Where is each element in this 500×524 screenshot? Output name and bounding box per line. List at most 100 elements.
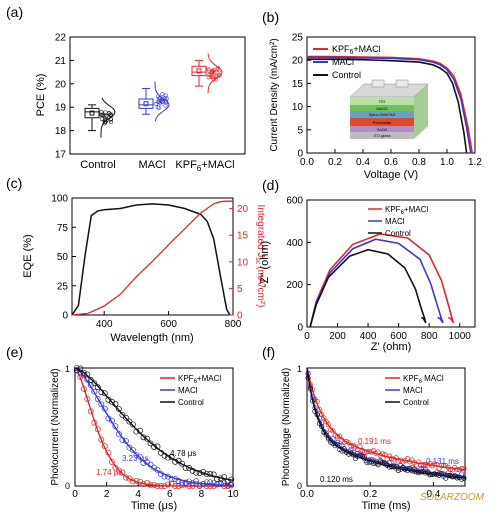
x-tick-label-b: 1.0	[440, 157, 454, 168]
legend-label-macl-f: MACl	[403, 386, 423, 395]
x-tick-label-b: 0.6	[384, 157, 398, 168]
data-point	[206, 75, 211, 80]
plot-frame-d	[306, 199, 476, 328]
x-tick-label-b: 0.0	[300, 157, 314, 168]
data-point	[156, 105, 162, 110]
x-axis-label-b: Voltage (V)	[364, 169, 418, 181]
decay-data-point	[193, 478, 200, 485]
decay-data-point	[330, 428, 336, 434]
y-tick-label-d: 400	[286, 238, 303, 249]
decay-data-point	[165, 481, 171, 488]
data-point	[211, 77, 216, 82]
device-stack-inset: ITO MoO3 Spiro-OMeTAD Perovskite SnO2 IT…	[349, 79, 429, 139]
x-axis-label-c: Wavelength (nm)	[110, 332, 193, 344]
decay-data-point	[221, 473, 228, 480]
decay-fit-line	[306, 367, 466, 471]
decay-data-point	[393, 463, 399, 469]
layer-label-ito: ITO	[379, 99, 386, 104]
data-point	[214, 77, 219, 82]
x-tick-label-e: 4	[135, 489, 141, 500]
y2-label-sub-c: sc	[254, 257, 261, 265]
legend-f: KPF6 MACl MACl Control	[385, 374, 444, 407]
y-tick-zero-f: 0	[297, 481, 302, 491]
x-tick-label-d: 800	[421, 331, 438, 342]
x-tick-label-e: 0	[72, 489, 78, 500]
legend-kpf-sub-b: 6	[350, 49, 354, 56]
legend-label-macl-e: MACl	[178, 386, 198, 395]
y2-tick-label-c: 0	[237, 311, 243, 322]
x-tick-label-b: 0.8	[412, 157, 426, 168]
decay-data-point	[129, 421, 136, 428]
y-tick-label-b: 25	[292, 33, 304, 44]
y-tick-label-a: 18	[55, 126, 67, 137]
decay-data-point	[84, 395, 91, 402]
x-axis-label-d: Z' (ohm)	[371, 341, 412, 353]
panel-label-e: (e)	[6, 344, 23, 360]
data-point	[209, 70, 214, 76]
category-label-kpf-rest-a: +MACl	[201, 159, 234, 171]
box	[84, 107, 100, 119]
jv-curve	[307, 56, 472, 154]
y-tick-label-b: 10	[292, 102, 304, 113]
y-axis-label-a: PCE (%)	[35, 74, 47, 117]
legend-label-macl-b: MACl	[332, 57, 354, 67]
decay-data-point	[91, 388, 98, 395]
decay-data-point	[115, 405, 122, 412]
category-label-macl: MACl	[139, 159, 166, 171]
decay-data-point	[461, 465, 467, 471]
chart-b: Current Density (mA/cm²) Voltage (V) 0.0…	[269, 33, 482, 182]
decay-data-point	[94, 384, 101, 391]
y-tick-label-b: 15	[292, 79, 304, 90]
data-point	[164, 96, 169, 101]
legend-e: KPF6+MACl MACl Control	[160, 374, 221, 407]
data-point	[101, 113, 106, 118]
data-point	[155, 94, 161, 99]
legend-kpf-d: KPF	[385, 205, 401, 214]
legend-kpf-e: KPF	[178, 374, 194, 383]
y2-tick-label-c: 15	[237, 231, 249, 242]
legend-kpf-sub-d: 6	[401, 210, 405, 216]
decay-fit-line	[74, 367, 234, 487]
y-tick-label-d: 200	[286, 280, 303, 291]
chart-a: PCE (%) 17 18 19 20 21 22 Control MACl KPF6+M…	[35, 33, 246, 173]
annotation-kpf-tau-f: 0.191 ms	[358, 437, 391, 446]
plot-frame-f	[306, 367, 466, 487]
x-tick-label-e: 2	[104, 489, 110, 500]
legend-label-macl-d: MACl	[385, 217, 405, 226]
y2-label-main-c: Integrated J	[255, 205, 266, 258]
legend-label-control-d: Control	[385, 229, 411, 238]
box-mean	[196, 68, 202, 74]
y2-tick-label-c: 5	[237, 284, 243, 295]
box	[138, 98, 154, 109]
y-axis-label-e: Photocurrent (Normalized)	[50, 368, 61, 485]
decay-data-point	[203, 479, 210, 486]
chart-c: EQE (%) Integrated Jsc(mA/cm²) Wavelengt…	[22, 194, 266, 345]
decay-data-point	[115, 431, 122, 438]
data-point	[163, 100, 168, 105]
data-point	[160, 92, 165, 97]
jv-curve	[307, 55, 473, 154]
panel-label-b: (b)	[262, 9, 279, 25]
category-label-kpf-sub-a: 6	[197, 164, 202, 173]
annotation-macl-tau-e: 3.23 μs	[122, 454, 148, 463]
eqe-curve	[71, 203, 231, 316]
x-tick-label-d: 0	[304, 331, 310, 342]
nyquist-curve	[309, 233, 455, 328]
y-tick-label-a: 19	[55, 103, 67, 114]
decay-data-point	[115, 467, 122, 474]
y2-label-unit-c: (mA/cm²)	[255, 266, 266, 307]
x-tick-label-e: 10	[227, 489, 239, 500]
layer-ito-glass	[350, 132, 414, 139]
data-point	[216, 73, 221, 78]
x-tick-label-f: 0.0	[300, 489, 314, 500]
x-tick-label-c: 400	[96, 319, 113, 330]
layer-perovskite	[350, 118, 414, 126]
electrode-left	[371, 79, 385, 88]
legend-label-control-b: Control	[332, 70, 361, 80]
layer-label-moo3: MoO3	[377, 106, 389, 111]
nyquist-curve	[309, 248, 427, 328]
decay-data-point	[217, 481, 224, 488]
x-tick-label-d: 400	[360, 331, 377, 342]
legend-kpf-sub-f: 6	[419, 379, 423, 385]
